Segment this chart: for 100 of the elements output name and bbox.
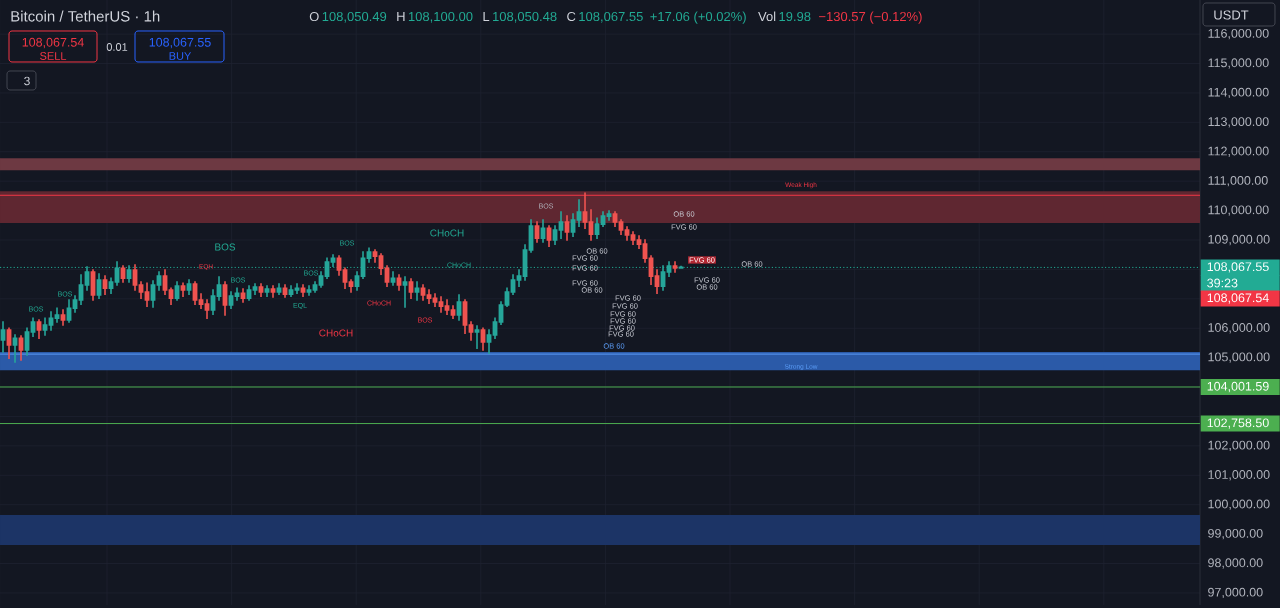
- y-tick-label: 115,000.00: [1208, 58, 1269, 69]
- candlestick: [78, 274, 84, 305]
- candlestick: [258, 283, 264, 297]
- candlestick: [162, 269, 168, 295]
- candlestick: [246, 285, 252, 301]
- y-tick-label: 112,000.00: [1208, 146, 1269, 157]
- candlestick: [540, 219, 546, 243]
- candlestick: [348, 279, 354, 293]
- annotation: SELL: [40, 52, 67, 60]
- candlestick: [552, 225, 558, 245]
- candlestick: [54, 307, 60, 323]
- candlestick: [564, 215, 570, 241]
- candlestick: [144, 282, 150, 307]
- candlestick: [468, 321, 474, 341]
- ref-line-label: 102,758.50: [1207, 418, 1269, 429]
- candlestick: [264, 285, 270, 297]
- ref-line-label: 104,001.59: [1207, 381, 1269, 393]
- y-tick-label: 106,000.00: [1208, 323, 1270, 334]
- candlestick: [102, 275, 108, 295]
- text: USDT: [1214, 10, 1249, 20]
- candlestick: [108, 277, 114, 295]
- annotation: 0.01: [106, 43, 128, 51]
- candlestick: [312, 281, 318, 293]
- candlestick: [204, 299, 210, 320]
- annotation: 108,067.55: [579, 11, 643, 23]
- candlestick: [408, 278, 414, 300]
- annotation: C: [567, 11, 576, 22]
- candlestick: [486, 329, 492, 355]
- y-tick-label: 109,000.00: [1208, 234, 1270, 246]
- candlestick: [342, 267, 348, 290]
- candlestick: [156, 271, 162, 291]
- candlestick: [252, 283, 258, 295]
- annotation: H: [397, 12, 405, 21]
- candlestick: [600, 211, 606, 227]
- annotation: 19.98: [779, 11, 811, 22]
- candlestick: [72, 295, 78, 313]
- candlestick: [378, 253, 384, 275]
- y-tick-label: 99,000.00: [1208, 528, 1263, 540]
- candlestick: [66, 299, 72, 323]
- candlestick: [294, 283, 300, 295]
- candlestick: [420, 284, 426, 301]
- y-tick-label: 116,000.00: [1208, 28, 1269, 40]
- candlestick: [36, 319, 42, 340]
- y-tick-label: 111,000.00: [1208, 175, 1268, 187]
- candlestick: [594, 217, 600, 240]
- annotation: 108,050.48: [493, 11, 557, 23]
- candlestick: [402, 276, 408, 308]
- candlestick: [366, 247, 372, 263]
- annotation: L: [483, 12, 490, 21]
- candlestick: [42, 317, 48, 336]
- annotation: O: [309, 11, 319, 22]
- candlestick: [474, 325, 480, 350]
- candlestick: [270, 285, 276, 298]
- candlestick: [30, 317, 36, 337]
- text: Bitcoin / TetherUS · 1h: [11, 10, 160, 22]
- y-tick-label: 110,000.00: [1208, 205, 1269, 216]
- candlestick: [306, 285, 312, 296]
- annotation: CHoCH: [430, 229, 464, 237]
- y-tick-label: 97,000.00: [1208, 587, 1263, 599]
- candlestick: [576, 199, 582, 227]
- candlestick: [234, 287, 240, 301]
- candlestick: [300, 284, 306, 297]
- y-tick-label: 105,000.00: [1208, 352, 1270, 363]
- y-tick-label: 114,000.00: [1208, 87, 1269, 99]
- candlestick: [168, 287, 174, 305]
- candlestick: [438, 296, 444, 313]
- candlestick: [390, 271, 396, 286]
- candlestick: [624, 226, 630, 241]
- candlestick: [186, 279, 192, 295]
- candlestick: [480, 327, 486, 351]
- candlestick: [444, 299, 450, 315]
- candlestick: [630, 231, 636, 245]
- y-tick-label: 101,000.00: [1208, 470, 1270, 481]
- candlestick: [450, 305, 456, 320]
- y-tick-label: 98,000.00: [1208, 558, 1263, 569]
- candlestick: [0, 321, 6, 353]
- candlestick: [240, 288, 246, 303]
- candlestick: [198, 293, 204, 310]
- candlestick: [228, 291, 234, 310]
- candlestick: [606, 210, 612, 221]
- candlestick: [48, 311, 54, 331]
- candlestick: [288, 285, 294, 297]
- candlestick: [318, 271, 324, 288]
- annotation: BUY: [169, 52, 192, 60]
- annotation: 3: [24, 76, 30, 86]
- candlestick: [120, 265, 126, 283]
- candlestick: [150, 280, 156, 308]
- candlestick: [60, 309, 66, 326]
- candlestick: [636, 235, 642, 250]
- candlestick: [336, 255, 342, 276]
- candlestick: [654, 269, 660, 295]
- y-tick-label: 102,000.00: [1208, 440, 1270, 452]
- ref-line-label: 108,067.55: [1207, 262, 1269, 273]
- y-tick-label: 100,000.00: [1208, 499, 1270, 510]
- candlestick: [456, 294, 462, 321]
- candlestick: [672, 261, 678, 273]
- annotation: 108,050.49: [322, 11, 387, 23]
- candlestick: [12, 334, 18, 363]
- candlestick: [138, 281, 144, 300]
- candlestick: [414, 281, 420, 301]
